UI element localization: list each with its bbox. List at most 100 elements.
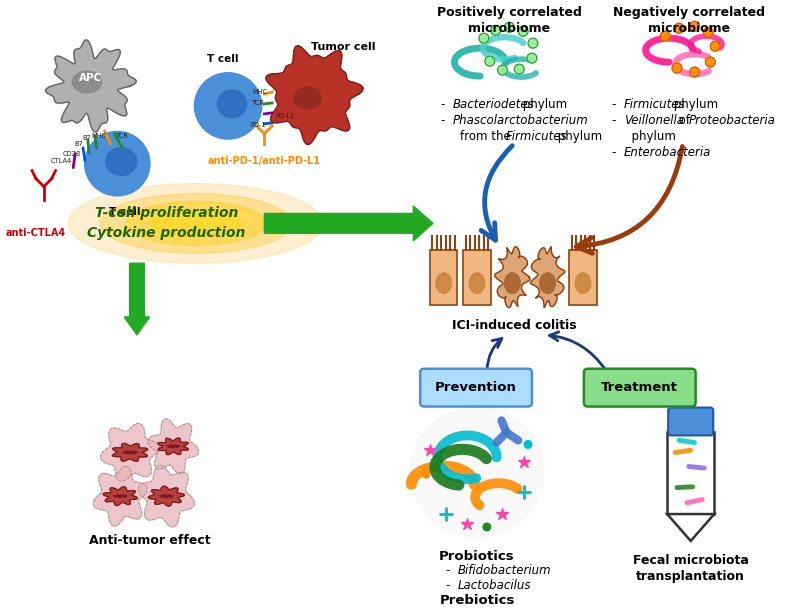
Text: Lactobacilus: Lactobacilus (458, 579, 531, 592)
Text: Firmicutes: Firmicutes (506, 130, 567, 143)
Circle shape (524, 440, 532, 448)
Ellipse shape (151, 210, 240, 237)
Text: phylum: phylum (670, 98, 718, 111)
Text: CTLA4: CTLA4 (51, 157, 72, 164)
Text: -: - (612, 146, 621, 159)
Circle shape (514, 64, 524, 74)
Text: -: - (446, 579, 454, 592)
FancyBboxPatch shape (569, 250, 597, 304)
Text: B7: B7 (82, 135, 91, 141)
Circle shape (690, 67, 699, 77)
Polygon shape (123, 451, 137, 454)
Polygon shape (494, 247, 530, 308)
Text: Tumor cell: Tumor cell (310, 42, 375, 52)
Polygon shape (113, 443, 148, 461)
Polygon shape (530, 247, 565, 308)
Text: CD28: CD28 (62, 151, 80, 157)
Text: Prebiotics: Prebiotics (439, 593, 514, 607)
Ellipse shape (68, 183, 323, 263)
Text: Fecal microbiota
transplantation: Fecal microbiota transplantation (633, 554, 749, 583)
FancyBboxPatch shape (668, 408, 714, 435)
Text: TCR: TCR (252, 100, 265, 106)
Text: -: - (441, 98, 449, 111)
Text: MHC: MHC (252, 89, 267, 95)
Ellipse shape (106, 148, 137, 176)
Text: Enterobacteria: Enterobacteria (624, 146, 711, 159)
Circle shape (672, 63, 682, 73)
Text: ICI-induced colitis: ICI-induced colitis (452, 319, 577, 332)
Text: T cell: T cell (110, 207, 141, 218)
Ellipse shape (194, 73, 262, 139)
Polygon shape (46, 40, 136, 132)
FancyBboxPatch shape (463, 250, 490, 304)
Circle shape (710, 41, 720, 51)
Text: Cytokine production: Cytokine production (87, 226, 246, 240)
Ellipse shape (85, 132, 150, 196)
Circle shape (527, 53, 537, 63)
Ellipse shape (218, 90, 246, 118)
Text: Prevention: Prevention (435, 381, 517, 394)
Circle shape (528, 38, 538, 48)
Ellipse shape (540, 272, 555, 293)
Ellipse shape (469, 272, 485, 293)
Circle shape (479, 33, 489, 43)
Text: PD-1: PD-1 (250, 122, 266, 128)
Circle shape (505, 22, 514, 32)
Text: TCR: TCR (116, 133, 129, 139)
Text: Bacteriodetes: Bacteriodetes (453, 98, 534, 111)
Polygon shape (94, 466, 147, 526)
Ellipse shape (294, 87, 321, 109)
Text: phylum: phylum (554, 130, 602, 143)
Text: -: - (441, 114, 449, 127)
Circle shape (703, 27, 714, 38)
Text: Bifidobacterium: Bifidobacterium (458, 564, 551, 577)
Text: -: - (612, 98, 621, 111)
FancyBboxPatch shape (584, 369, 696, 407)
Ellipse shape (504, 272, 520, 293)
Circle shape (518, 26, 528, 36)
Polygon shape (410, 408, 544, 537)
Polygon shape (148, 486, 184, 506)
Polygon shape (160, 495, 173, 498)
Ellipse shape (436, 272, 452, 293)
Circle shape (706, 57, 715, 67)
Text: B7: B7 (74, 141, 83, 147)
Circle shape (690, 22, 699, 31)
FancyArrow shape (124, 263, 150, 335)
Text: phylum: phylum (519, 98, 567, 111)
Text: of: of (675, 114, 694, 127)
Polygon shape (667, 514, 714, 541)
Circle shape (483, 523, 490, 531)
Text: Negatively correlated
microbiome: Negatively correlated microbiome (613, 6, 765, 35)
Text: T cell: T cell (207, 54, 239, 64)
Ellipse shape (100, 194, 291, 253)
Text: -: - (446, 564, 454, 577)
Text: MHC: MHC (91, 133, 106, 139)
Text: Firmicutes: Firmicutes (624, 98, 686, 111)
Polygon shape (167, 445, 179, 448)
Text: phylum: phylum (624, 130, 676, 143)
FancyBboxPatch shape (667, 432, 714, 514)
Circle shape (660, 31, 670, 41)
Ellipse shape (72, 71, 102, 93)
Text: T-cell proliferation: T-cell proliferation (94, 207, 238, 220)
Text: Treatment: Treatment (602, 381, 678, 394)
Circle shape (485, 56, 494, 66)
FancyArrow shape (264, 206, 433, 241)
Text: Proteobacteria: Proteobacteria (689, 114, 776, 127)
Circle shape (490, 25, 501, 35)
Text: anti-PD-1/anti-PD-L1: anti-PD-1/anti-PD-L1 (208, 156, 321, 165)
Circle shape (422, 470, 430, 478)
Text: Probiotics: Probiotics (439, 550, 515, 563)
Polygon shape (138, 466, 194, 527)
FancyBboxPatch shape (420, 369, 532, 407)
Ellipse shape (575, 272, 591, 293)
Text: from the: from the (460, 130, 515, 143)
FancyBboxPatch shape (430, 250, 458, 304)
Ellipse shape (126, 202, 266, 245)
Circle shape (498, 65, 507, 75)
Polygon shape (114, 495, 126, 498)
Text: APC: APC (79, 73, 102, 83)
Text: -: - (612, 114, 621, 127)
Polygon shape (103, 486, 138, 506)
